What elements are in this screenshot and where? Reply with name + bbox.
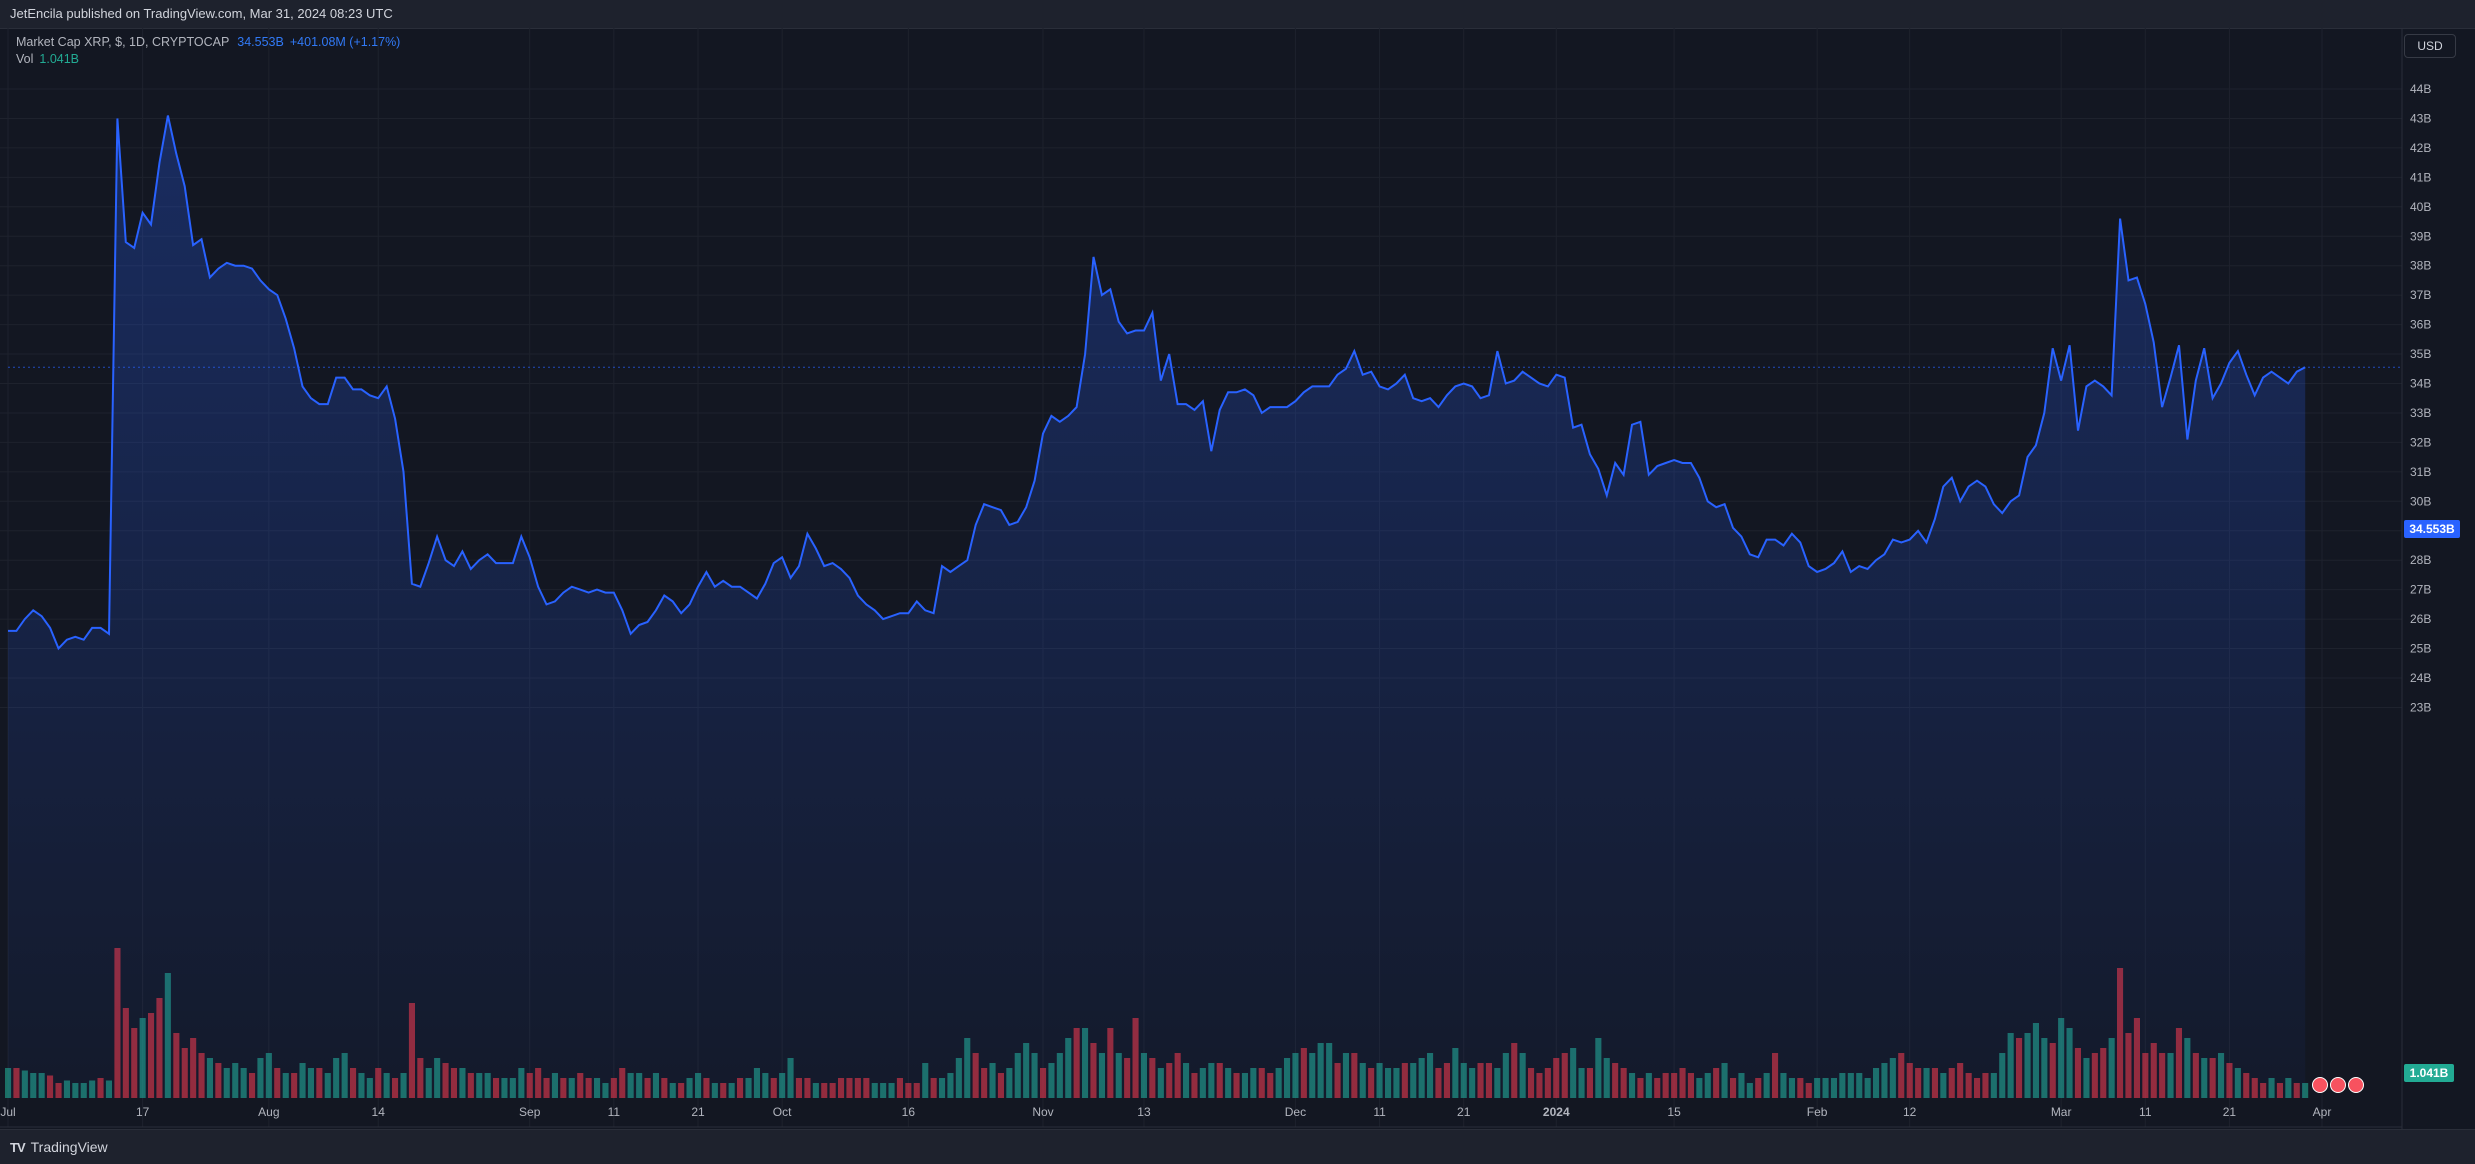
price-tick-label: 25B xyxy=(2410,642,2431,656)
time-tick-label: 21 xyxy=(1457,1105,1471,1119)
price-tick-label: 44B xyxy=(2410,82,2431,96)
time-tick-label: Dec xyxy=(1285,1105,1306,1119)
price-tick-label: 27B xyxy=(2410,583,2431,597)
event-flag-icon[interactable] xyxy=(2348,1077,2364,1093)
time-tick-label: 11 xyxy=(608,1105,621,1119)
legend-symbol[interactable]: Market Cap XRP, $, 1D, CRYPTOCAP xyxy=(16,35,230,49)
price-tick-label: 41B xyxy=(2410,170,2431,184)
price-tick-label: 43B xyxy=(2410,111,2431,125)
time-tick-label: Oct xyxy=(773,1105,792,1119)
price-tick-label: 31B xyxy=(2410,465,2431,479)
price-tick-label: 23B xyxy=(2410,700,2431,714)
price-tick-label: 32B xyxy=(2410,435,2431,449)
price-tick-label: 24B xyxy=(2410,671,2431,685)
time-tick-label: 12 xyxy=(1903,1105,1917,1119)
footer-bar: TV TradingView xyxy=(0,1129,2475,1164)
publisher-bar: JetEncila published on TradingView.com, … xyxy=(0,0,2475,29)
currency-button[interactable]: USD xyxy=(2404,34,2456,58)
tradingview-brand[interactable]: TV TradingView xyxy=(10,1139,108,1155)
time-tick-label: 21 xyxy=(691,1105,705,1119)
price-tick-label: 34B xyxy=(2410,377,2431,391)
time-tick-label: 11 xyxy=(2139,1105,2152,1119)
price-tick-label: 26B xyxy=(2410,612,2431,626)
time-tick-label: 13 xyxy=(1137,1105,1151,1119)
time-tick-label: 16 xyxy=(902,1105,916,1119)
legend-main-row: Market Cap XRP, $, 1D, CRYPTOCAP 34.553B +… xyxy=(16,34,400,51)
publisher-text: JetEncila published on TradingView.com, … xyxy=(10,6,393,21)
market-cap-line xyxy=(8,115,2306,651)
price-tick-label: 28B xyxy=(2410,553,2431,567)
brand-name: TradingView xyxy=(30,1139,108,1155)
time-tick-label: Nov xyxy=(1032,1105,1053,1119)
price-tick-label: 35B xyxy=(2410,347,2431,361)
price-tick-label: 30B xyxy=(2410,494,2431,508)
time-tick-label: 11 xyxy=(1373,1105,1386,1119)
price-tick-label: 33B xyxy=(2410,406,2431,420)
time-tick-label: Sep xyxy=(519,1105,541,1119)
legend-change: +401.08M (+1.17%) xyxy=(289,35,401,49)
legend-last-value: 34.553B xyxy=(237,35,284,49)
market-cap-area xyxy=(8,115,2306,1098)
chart-svg[interactable]: 44B 43B 42B 41B 40B 39B 38B 37B 36B 35B 34B 33B 32B 3… xyxy=(0,28,2475,1129)
price-tick-label: 37B xyxy=(2410,288,2431,302)
price-tick-label: 38B xyxy=(2410,259,2431,273)
time-tick-label: Feb xyxy=(1807,1105,1828,1119)
price-tick-label: 42B xyxy=(2410,141,2431,155)
time-tick-label: Jul xyxy=(0,1105,15,1119)
economic-events[interactable] xyxy=(2312,1077,2364,1095)
current-price-label: 34.553B xyxy=(2404,520,2460,538)
time-tick-label: 2024 xyxy=(1543,1105,1570,1119)
time-tick-label: 17 xyxy=(136,1105,150,1119)
time-tick-label: 21 xyxy=(2223,1105,2237,1119)
time-tick-label: Apr xyxy=(2313,1105,2332,1119)
time-tick-label: 15 xyxy=(1667,1105,1681,1119)
time-tick-label: Mar xyxy=(2051,1105,2072,1119)
tradingview-logo-icon: TV xyxy=(10,1139,26,1155)
current-volume-label: 1.041B xyxy=(2404,1064,2454,1082)
legend-volume-row: Vol 1.041B xyxy=(16,51,400,68)
price-scale[interactable]: 44B 43B 42B 41B 40B 39B 38B 37B 36B 35B 34B 33B 32B 3… xyxy=(2410,82,2431,714)
time-scale[interactable]: Jul 17 Aug 14 Sep 11 21 Oct 16 Nov 13 Dec 11 21 2024 15… xyxy=(0,1105,2331,1119)
legend-volume-label[interactable]: Vol xyxy=(16,52,34,66)
event-flag-icon[interactable] xyxy=(2312,1077,2328,1093)
time-tick-label: 14 xyxy=(372,1105,386,1119)
chart-legend: Market Cap XRP, $, 1D, CRYPTOCAP 34.553B +… xyxy=(16,34,400,68)
price-tick-label: 40B xyxy=(2410,200,2431,214)
time-tick-label: Aug xyxy=(258,1105,279,1119)
legend-volume-value: 1.041B xyxy=(39,52,80,66)
price-tick-label: 39B xyxy=(2410,229,2431,243)
price-tick-label: 36B xyxy=(2410,318,2431,332)
chart-area[interactable]: 44B 43B 42B 41B 40B 39B 38B 37B 36B 35B 34B 33B 32B 3… xyxy=(0,28,2475,1129)
event-flag-icon[interactable] xyxy=(2330,1077,2346,1093)
